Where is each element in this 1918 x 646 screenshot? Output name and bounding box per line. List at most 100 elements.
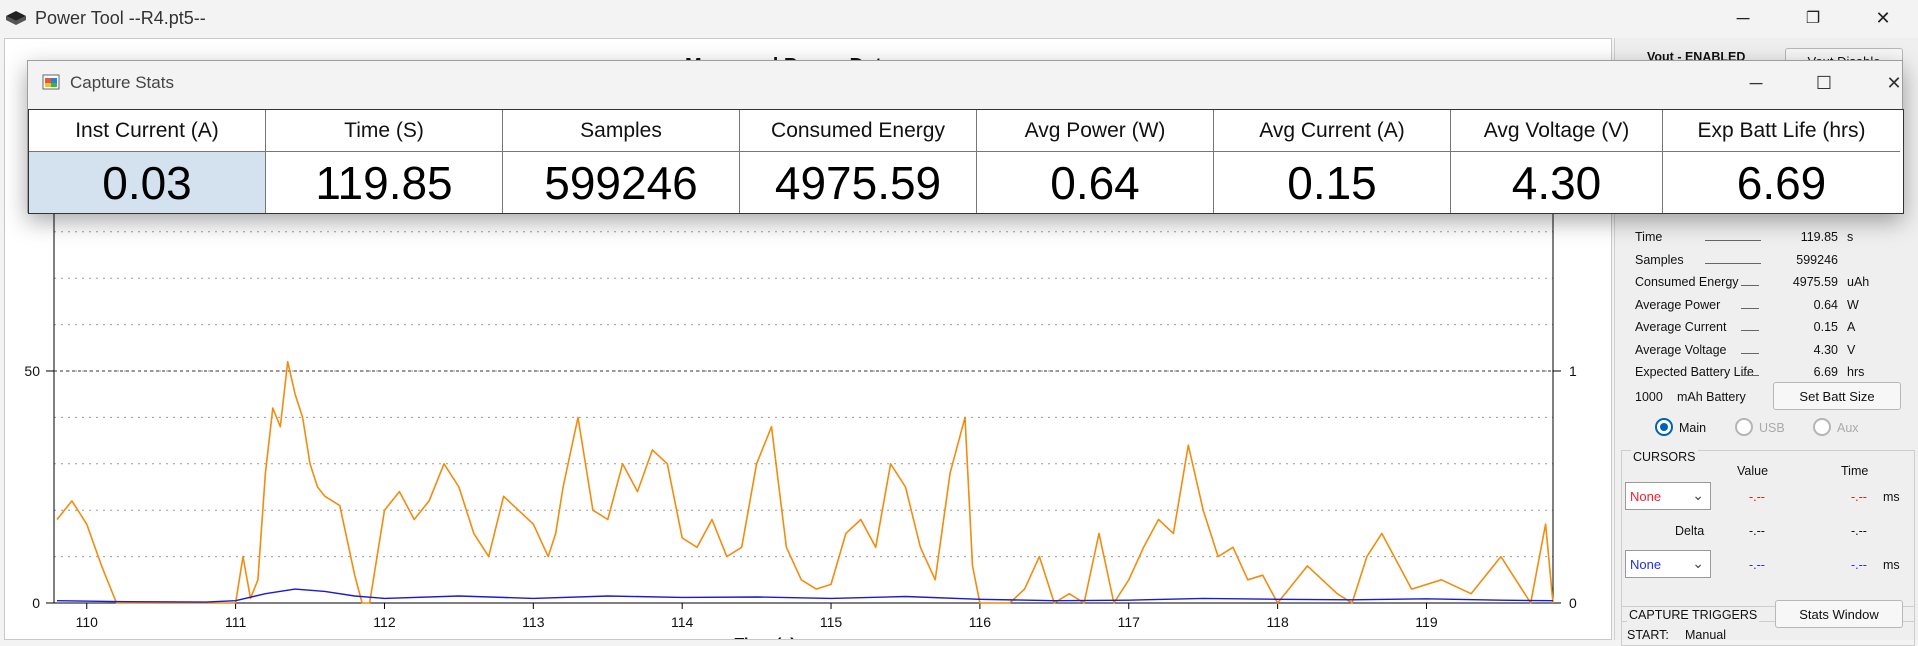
radio-aux[interactable] bbox=[1813, 418, 1831, 436]
cursor2-dropdown[interactable]: None ⌄ bbox=[1625, 550, 1711, 578]
side-stat-label: Average Current bbox=[1635, 320, 1727, 334]
stat-consumed-energy[interactable]: Consumed Energy 4975.59 bbox=[740, 110, 977, 213]
side-stat-leader bbox=[1741, 375, 1759, 376]
stat-value: 4975.59 bbox=[740, 152, 976, 213]
stat-value: 0.03 bbox=[29, 152, 265, 213]
cursors-title: CURSORS bbox=[1631, 450, 1698, 464]
x-tick-label: 112 bbox=[373, 614, 396, 630]
stat-header: Consumed Energy bbox=[740, 110, 976, 152]
cursors-time-header: Time bbox=[1841, 464, 1869, 478]
radio-usb[interactable] bbox=[1735, 418, 1753, 436]
capture-stats-maximize-button[interactable]: ☐ bbox=[1815, 72, 1833, 93]
side-stat-label: Consumed Energy bbox=[1635, 275, 1739, 289]
stat-avg-current[interactable]: Avg Current (A) 0.15 bbox=[1214, 110, 1451, 213]
battery-unit: mAh Battery bbox=[1677, 390, 1746, 404]
capture-stats-title: Capture Stats bbox=[70, 73, 174, 92]
radio-main[interactable] bbox=[1655, 418, 1673, 436]
start-label: START: bbox=[1627, 628, 1669, 642]
stat-value: 119.85 bbox=[266, 152, 502, 213]
side-stat-label: Time bbox=[1635, 230, 1663, 244]
restore-button[interactable]: ❐ bbox=[1805, 10, 1821, 27]
close-button[interactable]: ✕ bbox=[1875, 7, 1891, 28]
series-line bbox=[56, 360, 1554, 604]
x-tick-label: 119 bbox=[1415, 614, 1438, 630]
stat-header: Exp Batt Life (hrs) bbox=[1663, 110, 1900, 152]
stat-avg-voltage[interactable]: Avg Voltage (V) 4.30 bbox=[1451, 110, 1663, 213]
radio-aux-label: Aux bbox=[1837, 421, 1859, 435]
stat-value: 6.69 bbox=[1663, 152, 1900, 213]
start-value: Manual bbox=[1685, 628, 1726, 642]
cursor2-value: -.-- bbox=[1749, 558, 1765, 572]
x-axis-label: Time (s) bbox=[734, 636, 795, 639]
side-stat-unit: uAh bbox=[1847, 275, 1870, 289]
side-stat-leader bbox=[1705, 240, 1761, 241]
cursors-value-header: Value bbox=[1737, 464, 1769, 478]
capture-stats-minimize-button[interactable]: ─ bbox=[1749, 72, 1763, 93]
side-stat-label: Samples bbox=[1635, 252, 1684, 267]
x-tick-label: 114 bbox=[671, 614, 694, 630]
stat-header: Avg Current (A) bbox=[1214, 110, 1450, 152]
x-tick-label: 116 bbox=[969, 614, 992, 630]
app-icon bbox=[6, 11, 26, 25]
cursor1-unit: ms bbox=[1883, 490, 1900, 504]
delta-time: -.-- bbox=[1851, 524, 1867, 538]
side-stat-value: 4.30 bbox=[1813, 342, 1838, 357]
side-stat-label: Average Voltage bbox=[1635, 342, 1727, 357]
cursor1-time: -.-- bbox=[1851, 490, 1867, 504]
cursor1-dropdown-value: None bbox=[1630, 488, 1662, 504]
window-title: Power Tool --R4.pt5-- bbox=[35, 7, 206, 28]
x-tick-label: 115 bbox=[820, 614, 843, 630]
side-stat-unit: A bbox=[1847, 320, 1856, 334]
triggers-title: CAPTURE TRIGGERS bbox=[1627, 608, 1760, 622]
stats-window-button[interactable]: Stats Window bbox=[1775, 600, 1903, 628]
side-stat-unit: s bbox=[1847, 230, 1854, 244]
cursor1-dropdown[interactable]: None ⌄ bbox=[1625, 482, 1711, 510]
delta-value: -.-- bbox=[1749, 524, 1765, 538]
set-batt-size-button[interactable]: Set Batt Size bbox=[1773, 382, 1901, 410]
side-stat-leader bbox=[1741, 352, 1759, 354]
y-left-tick-label: 50 bbox=[24, 363, 40, 379]
radio-main-label: Main bbox=[1679, 421, 1707, 435]
stat-inst-current[interactable]: Inst Current (A) 0.03 bbox=[29, 110, 266, 213]
y-right-tick-label: 0 bbox=[1569, 595, 1577, 611]
delta-label: Delta bbox=[1675, 524, 1705, 538]
chevron-down-icon: ⌄ bbox=[1692, 487, 1704, 503]
side-stat-value: 119.85 bbox=[1800, 230, 1838, 244]
side-stat-leader bbox=[1741, 285, 1759, 286]
x-tick-label: 117 bbox=[1118, 614, 1141, 630]
side-stat-unit: hrs bbox=[1847, 365, 1865, 379]
stat-header: Avg Power (W) bbox=[977, 110, 1213, 152]
cursor2-dropdown-value: None bbox=[1630, 556, 1662, 572]
side-stat-label: Expected Battery Life bbox=[1635, 365, 1754, 379]
radio-usb-label: USB bbox=[1759, 421, 1785, 435]
capture-stats-app-icon bbox=[42, 74, 60, 90]
x-tick-label: 118 bbox=[1266, 614, 1289, 630]
side-stat-value: 0.64 bbox=[1813, 297, 1838, 312]
capture-stats-close-button[interactable]: ✕ bbox=[1886, 72, 1902, 93]
stat-value: 0.64 bbox=[977, 152, 1213, 213]
cursor2-time: -.-- bbox=[1851, 558, 1867, 572]
stat-header: Inst Current (A) bbox=[29, 110, 265, 152]
stat-header: Avg Voltage (V) bbox=[1451, 110, 1662, 152]
cursor2-unit: ms bbox=[1883, 558, 1900, 572]
side-stat-leader bbox=[1705, 262, 1761, 264]
capture-stats-window: Capture Stats ─ ☐ ✕ Inst Current (A) 0.0… bbox=[27, 60, 1904, 214]
side-stat-value: 4975.59 bbox=[1792, 275, 1838, 289]
stat-time[interactable]: Time (S) 119.85 bbox=[266, 110, 503, 213]
side-stat-value: 599246 bbox=[1796, 252, 1838, 267]
stat-value: 4.30 bbox=[1451, 152, 1662, 213]
side-stat-unit: V bbox=[1847, 342, 1856, 357]
side-stat-value: 6.69 bbox=[1813, 365, 1838, 379]
y-left-tick-label: 0 bbox=[32, 595, 40, 611]
side-stat-leader bbox=[1741, 307, 1759, 309]
side-stat-unit: W bbox=[1847, 297, 1859, 312]
cursor1-value: -.-- bbox=[1749, 490, 1765, 504]
stat-avg-power[interactable]: Avg Power (W) 0.64 bbox=[977, 110, 1214, 213]
minimize-button[interactable]: ─ bbox=[1736, 7, 1750, 28]
battery-capacity[interactable]: 1000 bbox=[1635, 390, 1663, 404]
stat-samples[interactable]: Samples 599246 bbox=[503, 110, 740, 213]
side-stat-value: 0.15 bbox=[1813, 320, 1838, 334]
stat-value: 599246 bbox=[503, 152, 739, 213]
x-tick-label: 111 bbox=[225, 614, 246, 630]
stat-exp-batt-life[interactable]: Exp Batt Life (hrs) 6.69 bbox=[1663, 110, 1900, 213]
